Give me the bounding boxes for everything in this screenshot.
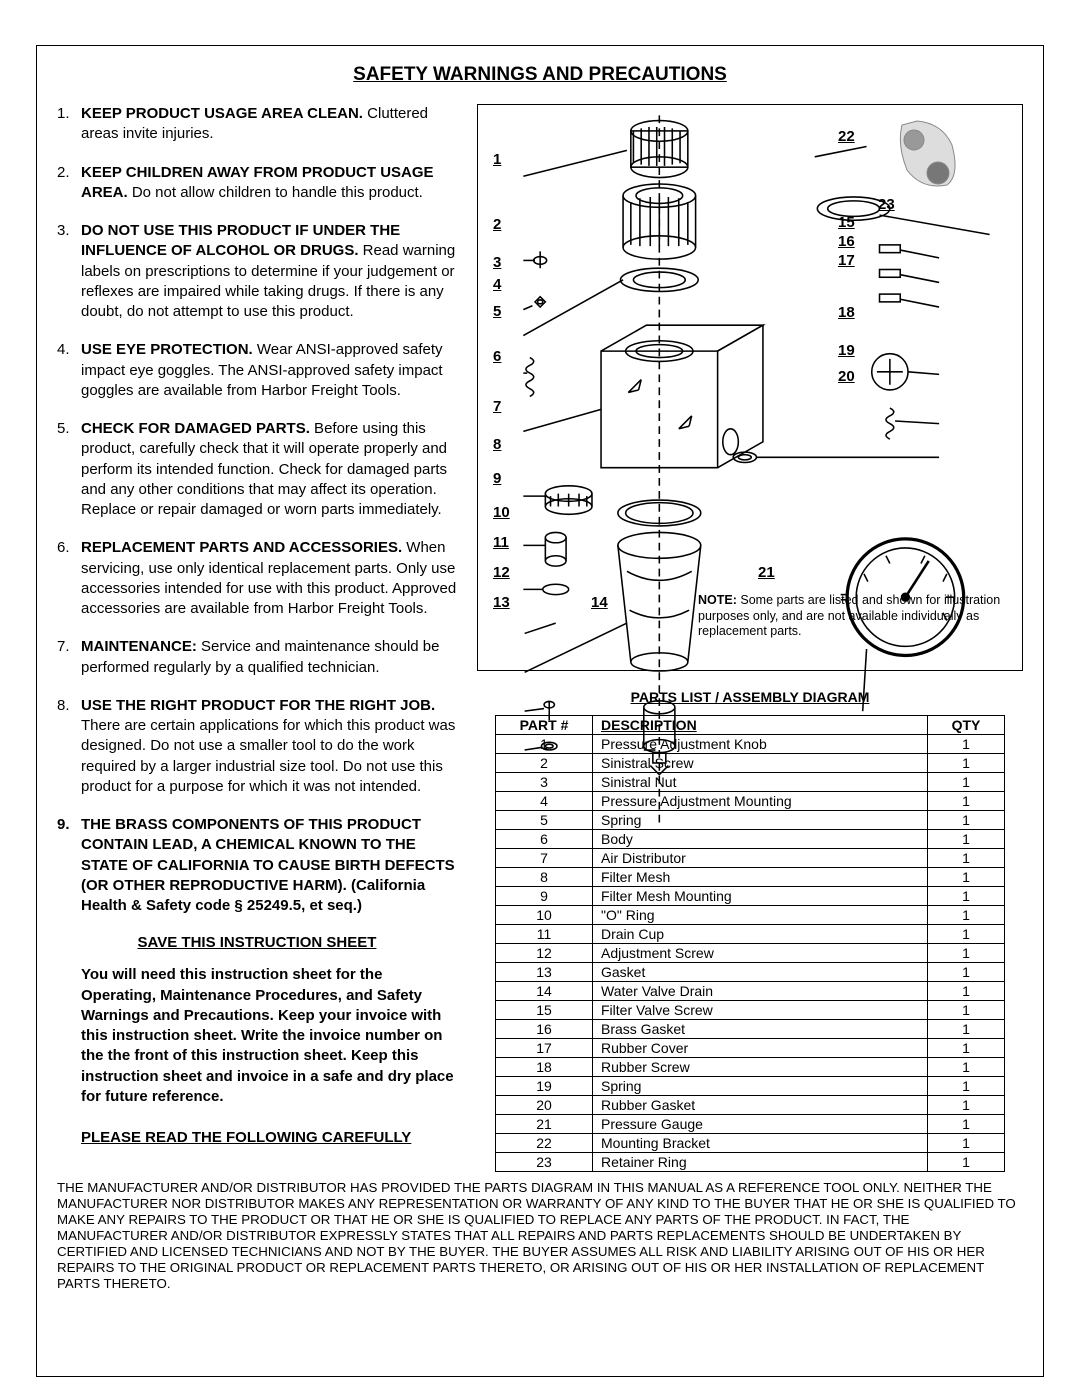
diagram-label: 3 <box>493 254 501 271</box>
diagram-label: 5 <box>493 303 501 320</box>
table-row: 18Rubber Screw1 <box>496 1058 1005 1077</box>
diagram-label: 14 <box>591 594 608 611</box>
save-heading: SAVE THIS INSTRUCTION SHEET <box>57 934 457 951</box>
diagram-label: 2 <box>493 216 501 233</box>
table-row: 16Brass Gasket1 <box>496 1020 1005 1039</box>
diagram-label: 16 <box>838 233 855 250</box>
warning-item: 7.MAINTENANCE: Service and maintenance s… <box>57 637 457 678</box>
page: SAFETY WARNINGS AND PRECAUTIONS 1.KEEP P… <box>0 0 1080 1397</box>
warning-item: 5.CHECK FOR DAMAGED PARTS. Before using … <box>57 419 457 520</box>
table-row: 10"O" Ring1 <box>496 906 1005 925</box>
diagram-label: 4 <box>493 276 501 293</box>
diagram-note: NOTE: Some parts are listed and shown fo… <box>698 593 1010 640</box>
disclaimer-text: THE MANUFACTURER AND/OR DISTRIBUTOR HAS … <box>57 1180 1023 1292</box>
diagram-svg <box>478 105 1022 837</box>
table-row: 15Filter Valve Screw1 <box>496 1001 1005 1020</box>
table-row: 13Gasket1 <box>496 963 1005 982</box>
diagram-label: 20 <box>838 368 855 385</box>
table-row: 19Spring1 <box>496 1077 1005 1096</box>
table-row: 14Water Valve Drain1 <box>496 982 1005 1001</box>
warnings-list: 1.KEEP PRODUCT USAGE AREA CLEAN. Clutter… <box>57 104 457 916</box>
diagram-label: 23 <box>878 196 895 213</box>
warning-item: 8.USE THE RIGHT PRODUCT FOR THE RIGHT JO… <box>57 696 457 797</box>
diagram-label: 12 <box>493 564 510 581</box>
warning-item: 2.KEEP CHILDREN AWAY FROM PRODUCT USAGE … <box>57 163 457 204</box>
diagram-label: 21 <box>758 564 775 581</box>
diagram-label: 6 <box>493 348 501 365</box>
diagram-label: 18 <box>838 304 855 321</box>
table-row: 9Filter Mesh Mounting1 <box>496 887 1005 906</box>
diagram-label: 9 <box>493 470 501 487</box>
diagram-label: 1 <box>493 151 501 168</box>
diagram-label: 17 <box>838 252 855 269</box>
page-title: SAFETY WARNINGS AND PRECAUTIONS <box>57 64 1023 86</box>
table-row: 21Pressure Gauge1 <box>496 1115 1005 1134</box>
table-row: 23Retainer Ring1 <box>496 1153 1005 1172</box>
table-row: 8Filter Mesh1 <box>496 868 1005 887</box>
left-column: 1.KEEP PRODUCT USAGE AREA CLEAN. Clutter… <box>57 104 457 1172</box>
content-columns: 1.KEEP PRODUCT USAGE AREA CLEAN. Clutter… <box>57 104 1023 1172</box>
warning-item: 9.THE BRASS COMPONENTS OF THIS PRODUCT C… <box>57 815 457 916</box>
table-row: 22Mounting Bracket1 <box>496 1134 1005 1153</box>
please-heading: PLEASE READ THE FOLLOWING CAREFULLY <box>57 1129 457 1146</box>
table-row: 7Air Distributor1 <box>496 849 1005 868</box>
warning-item: 4.USE EYE PROTECTION. Wear ANSI-approved… <box>57 340 457 401</box>
right-column: 1234567891011121314222315161718192021 NO… <box>477 104 1023 1172</box>
diagram-label: 10 <box>493 504 510 521</box>
warning-item: 6.REPLACEMENT PARTS AND ACCESSORIES. Whe… <box>57 538 457 619</box>
page-frame: SAFETY WARNINGS AND PRECAUTIONS 1.KEEP P… <box>36 45 1044 1377</box>
diagram-label: 13 <box>493 594 510 611</box>
diagram-label: 22 <box>838 128 855 145</box>
diagram-label: 15 <box>838 214 855 231</box>
table-row: 20Rubber Gasket1 <box>496 1096 1005 1115</box>
bracket-photo <box>892 115 962 195</box>
warning-item: 1.KEEP PRODUCT USAGE AREA CLEAN. Clutter… <box>57 104 457 145</box>
assembly-diagram: 1234567891011121314222315161718192021 NO… <box>477 104 1023 671</box>
table-row: 12Adjustment Screw1 <box>496 944 1005 963</box>
diagram-label: 8 <box>493 436 501 453</box>
diagram-label: 11 <box>493 534 509 551</box>
table-row: 11Drain Cup1 <box>496 925 1005 944</box>
diagram-label: 19 <box>838 342 855 359</box>
diagram-label: 7 <box>493 398 501 415</box>
table-row: 17Rubber Cover1 <box>496 1039 1005 1058</box>
keep-text: You will need this instruction sheet for… <box>57 965 457 1107</box>
warning-item: 3.DO NOT USE THIS PRODUCT IF UNDER THE I… <box>57 221 457 322</box>
